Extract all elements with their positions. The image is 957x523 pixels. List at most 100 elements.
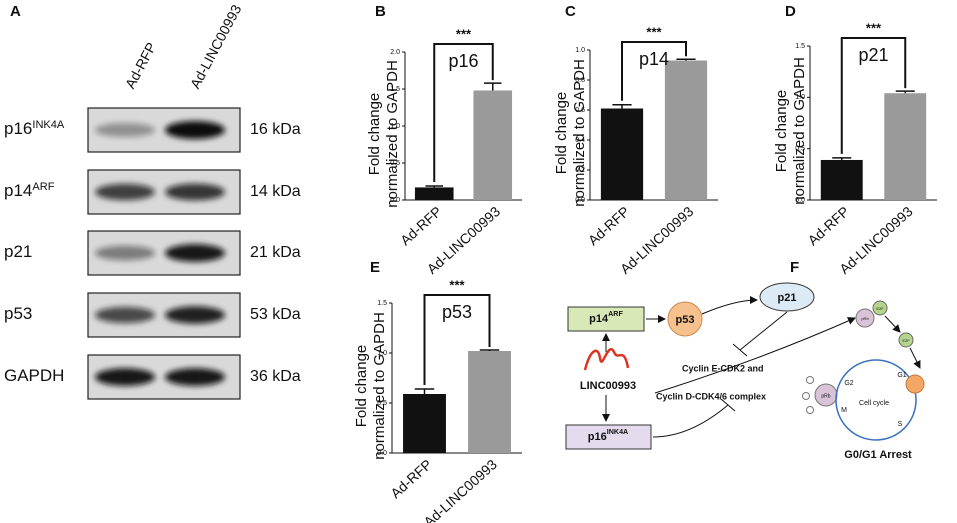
y-tick-label: 1.5 (377, 300, 387, 307)
bar (600, 108, 644, 200)
protein-label-main: p21 (4, 242, 32, 261)
error-bar (676, 58, 696, 61)
bar (884, 93, 927, 200)
panel-label: F (790, 259, 799, 276)
x-tick-label: Ad-RFP (387, 456, 435, 501)
panel-label: D (785, 3, 796, 20)
significance: *** (646, 24, 662, 39)
y-axis-label: normalized to GAPDH (371, 312, 388, 460)
lane-label: Ad-RFP (122, 40, 160, 91)
significance: *** (449, 277, 465, 292)
y-tick-label: 0.8 (575, 77, 585, 84)
p14-label-sup: ARF (608, 310, 623, 318)
y-axis-label: normalized to GAPDH (571, 59, 588, 207)
y-tick-label: 0.5 (377, 400, 387, 407)
annotation: p16 (448, 51, 478, 71)
y-tick-label: 0.0 (795, 197, 805, 204)
y-tick-label: 1.5 (390, 86, 400, 93)
protein-label: p21 (4, 242, 32, 261)
p16-box (565, 424, 652, 450)
lnc-label: LINC00993 (580, 380, 636, 392)
y-tick-label: 1.0 (575, 47, 585, 54)
lane-label: Ad-LINC00993 (187, 2, 245, 91)
arrow (654, 317, 856, 394)
panel-label: E (370, 259, 380, 276)
y-axis-label: Fold change (553, 92, 570, 175)
p16-label-main: p16 (588, 431, 607, 443)
cyclin-label: Cyclin E-CDK2 and (682, 363, 764, 373)
y-tick-label: 0.0 (390, 197, 400, 204)
error-bar (425, 185, 444, 188)
cycle-phase: G1 (897, 372, 906, 379)
y-tick-label: 0.6 (575, 107, 585, 114)
bar (820, 159, 863, 200)
error-bar (479, 349, 500, 351)
x-tick-label: Ad-RFP (397, 203, 445, 248)
cycle-title: Cell cycle (859, 400, 889, 407)
protein-label: p16INK4A (4, 119, 65, 139)
significance: *** (866, 20, 882, 35)
protein-label: p14ARF (4, 181, 55, 201)
band (165, 183, 225, 201)
band (95, 306, 155, 324)
bar (664, 60, 708, 200)
y-tick-label: 0.4 (575, 137, 585, 144)
cycle-phase: G2 (844, 380, 853, 387)
e2f-node (898, 332, 914, 348)
significance-bracket (840, 37, 907, 154)
p14-label-main: p14 (589, 313, 609, 325)
inhibit (652, 398, 736, 438)
arrow (884, 315, 901, 333)
y-axis-label: normalized to GAPDH (384, 60, 401, 208)
error-bar (483, 82, 502, 91)
protein-label: GAPDH (4, 366, 64, 385)
p16-label-sup: INK4A (607, 428, 628, 436)
y-tick-label: 0.0 (377, 450, 387, 457)
p14-label: p14ARF (589, 310, 623, 325)
cell-cycle (835, 359, 917, 441)
band (95, 122, 155, 138)
protein-label-main: p16 (4, 119, 32, 138)
e2f-label: E2F (876, 306, 884, 311)
panel-label: B (375, 3, 386, 20)
y-axis-label: normalized to GAPDH (791, 57, 808, 205)
arrest-label: G0/G1 Arrest (844, 449, 912, 461)
size-label: 14 kDa (250, 183, 301, 200)
prb-node (855, 308, 875, 328)
significance-bracket (621, 41, 687, 101)
lnc-rna (583, 348, 630, 371)
y-tick-label: 2.0 (390, 49, 400, 56)
panel-label: C (565, 3, 576, 20)
annotation: p53 (442, 302, 472, 322)
band (165, 368, 225, 386)
y-tick-label: 1.5 (795, 43, 805, 50)
panel-label: A (10, 3, 21, 20)
y-tick-label: 0.5 (795, 146, 805, 153)
y-tick-label: 0.5 (390, 160, 400, 167)
arrow (701, 296, 758, 315)
y-tick-label: 0.2 (575, 167, 585, 174)
annotation: p14 (639, 49, 669, 69)
band (165, 121, 225, 139)
y-tick-label: 1.0 (377, 350, 387, 357)
y-tick-label: 1.0 (795, 94, 805, 101)
p53-node (667, 301, 703, 337)
p14-box (567, 306, 645, 332)
band (95, 368, 155, 386)
significance-bracket (423, 294, 491, 385)
error-bar (832, 157, 852, 160)
prb-label: pRb (821, 393, 830, 399)
inhibit (732, 311, 788, 357)
significance-bracket (433, 43, 494, 182)
size-label: 36 kDa (250, 368, 301, 385)
p21-node (759, 282, 815, 312)
cycle-phase: M (841, 407, 847, 414)
cyclin-label: Cyclin D-CDK4/6 complex (656, 391, 766, 401)
protein-label: p53 (4, 304, 32, 323)
error-bar (414, 388, 435, 394)
phosphate (802, 392, 810, 400)
y-tick-label: 1.0 (390, 123, 400, 130)
band (165, 244, 225, 262)
protein-label-sup: INK4A (32, 119, 65, 131)
